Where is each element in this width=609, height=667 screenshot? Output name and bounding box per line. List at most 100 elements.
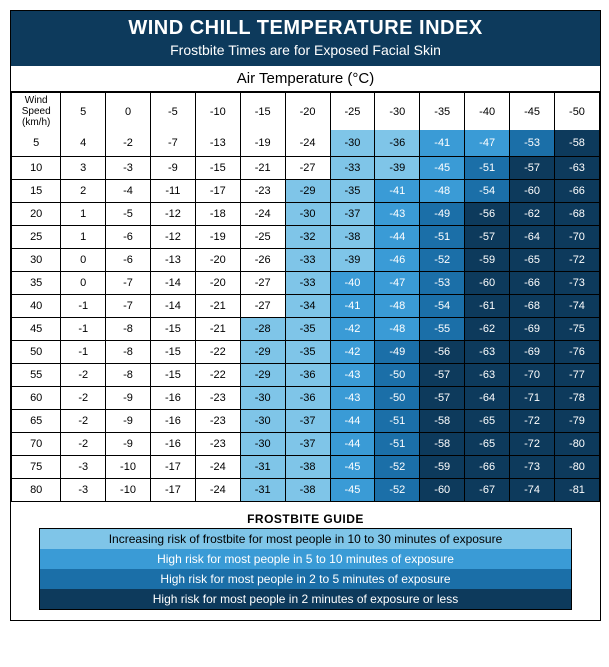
cell: -20 — [195, 249, 240, 272]
cell: -37 — [285, 433, 330, 456]
col-header: -35 — [420, 93, 465, 131]
cell: -41 — [330, 295, 375, 318]
cell: -52 — [420, 249, 465, 272]
row-header: 50 — [12, 341, 61, 364]
cell: -50 — [375, 364, 420, 387]
cell: -23 — [195, 387, 240, 410]
cell: -22 — [195, 364, 240, 387]
col-header: 5 — [61, 93, 106, 131]
wind-chill-table: WindSpeed(km/h)50-5-10-15-20-25-30-35-40… — [11, 92, 600, 502]
row-header: 70 — [12, 433, 61, 456]
cell: -74 — [510, 479, 555, 502]
cell: -3 — [106, 157, 151, 180]
cell: -30 — [240, 410, 285, 433]
cell: -73 — [554, 272, 599, 295]
cell: -27 — [285, 157, 330, 180]
cell: -22 — [195, 341, 240, 364]
row-header: 60 — [12, 387, 61, 410]
cell: -16 — [150, 387, 195, 410]
cell: -15 — [150, 364, 195, 387]
cell: -7 — [106, 272, 151, 295]
cell: -51 — [375, 410, 420, 433]
cell: 3 — [61, 157, 106, 180]
cell: -24 — [195, 456, 240, 479]
cell: -66 — [510, 272, 555, 295]
cell: -50 — [375, 387, 420, 410]
cell: -80 — [554, 456, 599, 479]
cell: -8 — [106, 364, 151, 387]
cell: -58 — [420, 433, 465, 456]
cell: -57 — [420, 387, 465, 410]
legend-row: High risk for most people in 2 to 5 minu… — [40, 569, 571, 589]
cell: -43 — [330, 364, 375, 387]
cell: -11 — [150, 180, 195, 203]
cell: 0 — [61, 249, 106, 272]
cell: -53 — [510, 130, 555, 157]
cell: -16 — [150, 410, 195, 433]
cell: -41 — [420, 130, 465, 157]
col-header: -10 — [195, 93, 240, 131]
cell: -1 — [61, 295, 106, 318]
cell: -13 — [150, 249, 195, 272]
cell: -52 — [375, 456, 420, 479]
cell: -57 — [420, 364, 465, 387]
frostbite-guide-title: FROSTBITE GUIDE — [11, 512, 600, 526]
cell: -49 — [375, 341, 420, 364]
cell: 0 — [61, 272, 106, 295]
cell: -25 — [240, 226, 285, 249]
cell: -32 — [285, 226, 330, 249]
cell: -9 — [106, 410, 151, 433]
cell: -66 — [554, 180, 599, 203]
cell: -62 — [465, 318, 510, 341]
cell: -21 — [240, 157, 285, 180]
cell: -14 — [150, 295, 195, 318]
corner-label: WindSpeed(km/h) — [12, 93, 61, 131]
cell: -62 — [510, 203, 555, 226]
cell: -30 — [285, 203, 330, 226]
cell: -44 — [330, 433, 375, 456]
legend-row: High risk for most people in 2 minutes o… — [40, 589, 571, 609]
cell: -47 — [375, 272, 420, 295]
cell: -28 — [240, 318, 285, 341]
row-header: 45 — [12, 318, 61, 341]
cell: -63 — [465, 364, 510, 387]
cell: -70 — [510, 364, 555, 387]
cell: -9 — [150, 157, 195, 180]
cell: -12 — [150, 203, 195, 226]
cell: -54 — [465, 180, 510, 203]
cell: -49 — [420, 203, 465, 226]
cell: -18 — [195, 203, 240, 226]
cell: -51 — [420, 226, 465, 249]
row-header: 15 — [12, 180, 61, 203]
cell: -72 — [554, 249, 599, 272]
cell: -57 — [510, 157, 555, 180]
cell: -70 — [554, 226, 599, 249]
cell: -76 — [554, 341, 599, 364]
cell: 2 — [61, 180, 106, 203]
cell: -31 — [240, 456, 285, 479]
cell: -65 — [465, 410, 510, 433]
cell: -72 — [510, 410, 555, 433]
cell: 4 — [61, 130, 106, 157]
cell: -2 — [61, 364, 106, 387]
cell: -29 — [285, 180, 330, 203]
cell: -16 — [150, 433, 195, 456]
cell: -48 — [375, 295, 420, 318]
cell: -56 — [465, 203, 510, 226]
row-header: 25 — [12, 226, 61, 249]
cell: -39 — [330, 249, 375, 272]
cell: -38 — [285, 479, 330, 502]
cell: -7 — [106, 295, 151, 318]
row-header: 75 — [12, 456, 61, 479]
cell: -12 — [150, 226, 195, 249]
legend-row: High risk for most people in 5 to 10 min… — [40, 549, 571, 569]
col-header: -15 — [240, 93, 285, 131]
cell: -27 — [240, 295, 285, 318]
cell: -64 — [465, 387, 510, 410]
subtitle: Frostbite Times are for Exposed Facial S… — [11, 42, 600, 58]
cell: -10 — [106, 456, 151, 479]
cell: -65 — [465, 433, 510, 456]
cell: -63 — [554, 157, 599, 180]
cell: -19 — [195, 226, 240, 249]
col-header: -25 — [330, 93, 375, 131]
